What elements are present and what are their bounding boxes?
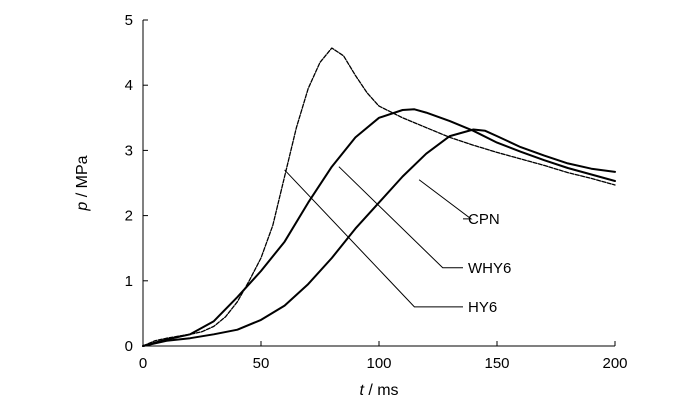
y-tick-label: 0 (125, 338, 133, 355)
series-label-hy6: HY6 (468, 299, 497, 316)
x-tick-label: 200 (602, 355, 627, 372)
x-tick-label: 150 (484, 355, 509, 372)
y-tick-label: 4 (125, 77, 133, 94)
y-axis-var: p (74, 202, 91, 212)
x-axis-var: t (359, 382, 364, 399)
series-line-why6 (142, 108, 616, 347)
leader-lines (284, 166, 473, 308)
x-axis-title: t / ms (359, 382, 398, 399)
series-labels: CPN WHY6 HY6 (468, 211, 511, 316)
y-axis-title: p / MPa (74, 155, 91, 211)
series-label-why6: WHY6 (468, 260, 511, 277)
y-tick-label: 5 (125, 12, 133, 29)
series-line-hy6 (142, 128, 616, 347)
series-line-cpn (142, 47, 616, 347)
leader-line-why6 (338, 166, 463, 269)
ticks: 0 50 100 150 200 0 1 2 3 4 5 (125, 12, 628, 372)
y-tick-label: 3 (125, 142, 133, 159)
x-tick-label: 100 (366, 355, 391, 372)
x-tick-label: 50 (253, 355, 270, 372)
curves (142, 47, 616, 347)
y-axis-unit: / MPa (74, 155, 91, 201)
leader-line-hy6 (284, 169, 463, 308)
leader-line-cpn (418, 179, 473, 220)
x-tick-label: 0 (139, 355, 147, 372)
y-tick-label: 1 (125, 273, 133, 290)
axes (142, 20, 615, 347)
y-tick-label: 2 (125, 208, 133, 225)
series-label-cpn: CPN (468, 211, 500, 228)
x-axis-unit: / ms (364, 382, 399, 399)
